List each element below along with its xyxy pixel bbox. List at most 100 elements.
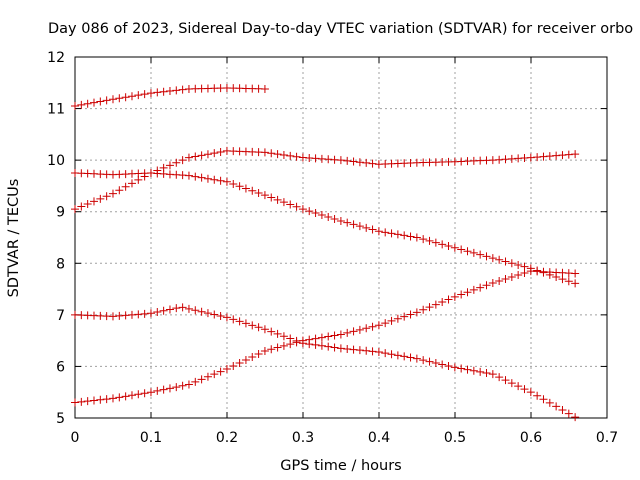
data-point xyxy=(317,341,326,350)
x-tick-label: 0.7 xyxy=(596,430,618,446)
data-point xyxy=(450,363,459,372)
data-point xyxy=(279,341,288,350)
data-point xyxy=(564,409,573,418)
data-point xyxy=(197,375,206,384)
data-point xyxy=(305,207,314,216)
y-tick-label: 5 xyxy=(56,411,65,427)
data-point xyxy=(463,288,472,297)
data-point xyxy=(539,152,548,161)
data-point xyxy=(400,312,409,321)
data-point xyxy=(279,150,288,159)
data-point xyxy=(140,309,149,318)
data-point xyxy=(324,332,333,341)
x-tick-label: 0.1 xyxy=(140,430,162,446)
data-point xyxy=(349,220,358,229)
data-point xyxy=(482,369,491,378)
y-tick-label: 9 xyxy=(56,205,65,221)
data-point xyxy=(444,295,453,304)
data-point xyxy=(121,182,130,191)
data-point xyxy=(140,389,149,398)
data-point xyxy=(254,323,263,332)
data-point xyxy=(450,292,459,301)
x-tick-label: 0 xyxy=(71,430,80,446)
data-point xyxy=(514,271,523,280)
data-point xyxy=(191,152,200,161)
data-point xyxy=(438,240,447,249)
data-point xyxy=(393,230,402,239)
x-tick-label: 0.5 xyxy=(444,430,466,446)
data-point xyxy=(336,216,345,225)
data-point xyxy=(71,398,79,407)
data-point xyxy=(330,331,339,340)
data-point xyxy=(140,90,149,99)
data-point xyxy=(317,211,326,220)
data-point xyxy=(273,329,282,338)
data-point xyxy=(400,231,409,240)
data-point xyxy=(241,184,250,193)
data-point xyxy=(153,386,162,395)
data-point xyxy=(197,173,206,182)
data-point xyxy=(108,394,117,403)
data-point xyxy=(210,149,219,158)
data-point xyxy=(488,370,497,379)
data-point xyxy=(153,88,162,97)
data-point xyxy=(260,191,269,200)
data-point xyxy=(469,366,478,375)
data-point xyxy=(127,92,136,101)
data-point xyxy=(444,361,453,370)
data-point xyxy=(102,96,111,105)
data-point xyxy=(115,94,124,103)
data-point xyxy=(419,235,428,244)
data-point xyxy=(260,148,269,157)
data-point xyxy=(343,328,352,337)
data-point xyxy=(501,376,510,385)
data-point xyxy=(260,346,269,355)
data-point xyxy=(412,233,421,242)
data-point xyxy=(146,89,155,98)
data-point xyxy=(469,285,478,294)
data-point xyxy=(146,388,155,397)
y-tick-label: 10 xyxy=(47,153,65,169)
y-tick-label: 6 xyxy=(56,359,65,375)
data-point xyxy=(552,402,561,411)
data-point xyxy=(355,158,364,167)
data-point xyxy=(368,159,377,168)
data-point xyxy=(514,260,523,269)
data-point xyxy=(102,192,111,201)
data-point xyxy=(96,97,105,106)
data-point xyxy=(336,344,345,353)
data-point xyxy=(501,274,510,283)
data-point xyxy=(482,281,491,290)
data-point xyxy=(108,189,117,198)
data-point xyxy=(571,150,580,159)
series-satellite-e xyxy=(71,267,580,407)
data-point xyxy=(96,395,105,404)
data-point xyxy=(254,188,263,197)
data-point xyxy=(368,322,377,331)
data-point xyxy=(279,198,288,207)
y-tick-label: 12 xyxy=(47,50,65,66)
data-point xyxy=(495,276,504,285)
data-point xyxy=(400,352,409,361)
data-point xyxy=(248,321,257,330)
data-point xyxy=(298,205,307,214)
data-point xyxy=(362,324,371,333)
data-point xyxy=(210,370,219,379)
data-point xyxy=(127,179,136,188)
data-point xyxy=(545,152,554,161)
data-point xyxy=(387,316,396,325)
data-point xyxy=(229,362,238,371)
data-point xyxy=(165,305,174,314)
data-point xyxy=(438,360,447,369)
x-tick-label: 0.6 xyxy=(520,430,542,446)
data-point xyxy=(381,349,390,358)
x-tick-labels: 0 0.1 0.2 0.3 0.4 0.5 0.6 0.7 xyxy=(71,430,619,446)
data-point xyxy=(355,325,364,334)
data-point xyxy=(514,382,523,391)
data-point xyxy=(222,313,231,322)
data-point xyxy=(241,356,250,365)
data-point xyxy=(558,406,567,415)
data-point xyxy=(172,383,181,392)
data-point xyxy=(108,312,117,321)
data-point xyxy=(178,85,187,94)
